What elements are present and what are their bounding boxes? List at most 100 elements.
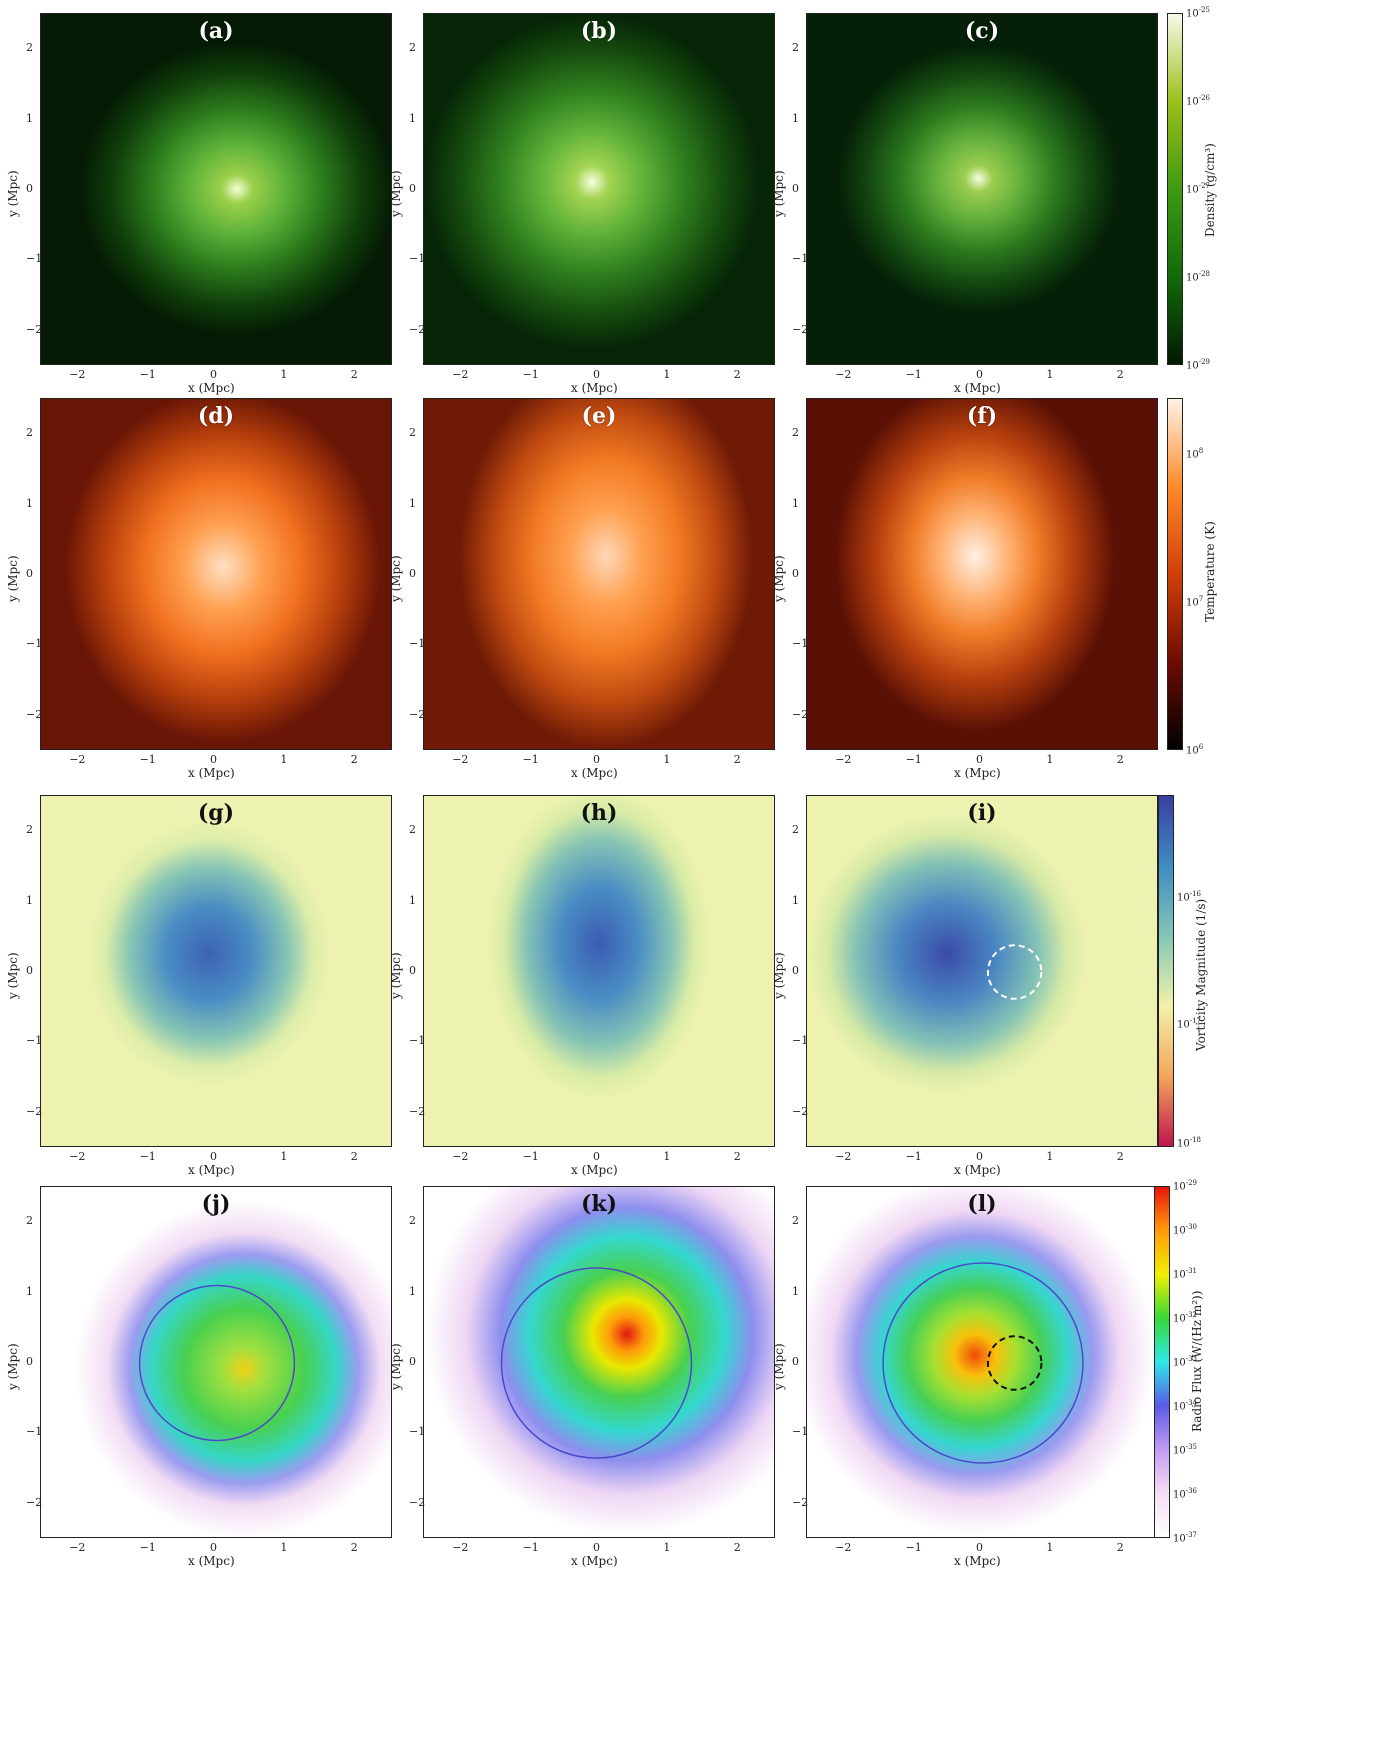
x-axis-label: x (Mpc) [954,1554,1001,1568]
x-tick-label: −2 [452,1541,469,1554]
y-tick-label: 2 [409,823,416,837]
y-tick-label: 1 [26,496,33,510]
circle-overlay [882,1262,1084,1464]
colorbar-tick-label: 10-18 [1177,1136,1202,1150]
x-axis-label: x (Mpc) [954,381,1001,395]
y-tick-label: 0 [409,964,416,977]
y-tick-label: 1 [409,496,416,510]
plot-area: (c) [806,13,1158,365]
colorbar-tick-label: 10-32 [1173,1311,1198,1325]
y-axis-label: y (Mpc) [389,555,403,602]
plot-area: (a) [40,13,392,365]
panel-d: (d) −2 −1 0 1 2 2 1 0 −1 −2 x (Mpc) y (Mpc) [6,398,392,780]
panel-letter: (f) [966,403,998,429]
field-image [41,399,391,749]
y-tick-label: 0 [409,182,416,195]
panel-letter: (b) [580,18,618,44]
colorbar-tick-label: 10-35 [1173,1443,1198,1457]
y-tick-label: 1 [409,893,416,907]
colorbar-label: Vorticity Magnitude (1/s) [1194,898,1208,1051]
field-image [424,399,774,749]
y-tick-label: −2 [409,707,426,721]
x-tick-label: 0 [593,368,600,381]
y-tick-label: −2 [792,1495,809,1509]
y-tick-label: −2 [26,1104,43,1118]
x-tick-label: −2 [835,368,852,381]
y-tick-label: 1 [409,111,416,125]
colorbar-label: Temperature (K) [1203,521,1217,622]
colorbar-tick-label: 10-29 [1186,358,1211,372]
field-image [41,14,391,364]
plot-area: (i) [806,795,1158,1147]
y-tick-label: 2 [409,1214,416,1228]
y-tick-label: −2 [26,707,43,721]
x-tick-label: 2 [1116,753,1124,766]
x-tick-label: −1 [522,1541,539,1554]
y-tick-label: −2 [26,1495,43,1509]
circle-overlay [986,944,1043,1000]
colorbar-tick-label: 10-33 [1173,1355,1198,1369]
x-tick-label: −2 [835,1541,852,1554]
x-tick-label: −1 [905,753,922,766]
x-tick-label: 1 [663,753,671,766]
x-tick-label: 2 [733,1541,741,1554]
y-tick-label: 0 [26,567,33,580]
y-tick-label: 0 [409,1355,416,1368]
field-image [41,1187,391,1537]
colorbar [1158,795,1174,1147]
x-tick-label: 0 [593,1541,600,1554]
x-tick-label: 0 [976,368,983,381]
x-tick-label: −2 [452,368,469,381]
y-tick-label: −1 [26,1425,43,1439]
x-axis-label: x (Mpc) [571,1554,618,1568]
colorbar [1154,1186,1170,1538]
colorbar-tick-label: 10-27 [1186,182,1211,196]
x-axis-label: x (Mpc) [571,766,618,780]
x-tick-label: −1 [905,1150,922,1163]
x-tick-label: 2 [733,1150,741,1163]
panel-letter: (a) [198,18,234,44]
x-tick-label: −1 [139,368,156,381]
field-image [807,1187,1157,1537]
x-tick-label: 1 [663,1150,671,1163]
x-tick-label: 2 [733,368,741,381]
x-tick-label: 1 [1046,753,1054,766]
panel-a: (a) −2 −1 0 1 2 2 1 0 −1 −2 x (Mpc) y (Mpc) [6,13,392,395]
y-tick-label: 0 [792,567,799,580]
y-tick-label: 2 [409,426,416,440]
panel-letter: (i) [967,800,997,826]
circle-overlay [500,1267,693,1459]
x-axis-label: x (Mpc) [188,381,235,395]
x-tick-label: −1 [522,368,539,381]
inner-circle [986,1335,1043,1391]
y-tick-label: −1 [409,1425,426,1439]
y-axis-label: y (Mpc) [389,952,403,999]
plot-area: (g) [40,795,392,1147]
y-tick-label: 2 [792,823,799,837]
y-tick-label: −2 [409,1104,426,1118]
x-tick-label: −2 [835,1150,852,1163]
x-tick-label: −2 [452,753,469,766]
colorbar-tick-label: 10-36 [1173,1487,1198,1501]
y-tick-label: −2 [409,322,426,336]
colorbar-tick-label: 10-17 [1177,1016,1202,1031]
x-tick-label: −2 [452,1150,469,1163]
y-tick-label: 2 [792,426,799,440]
x-tick-label: 2 [1116,1150,1124,1163]
y-tick-label: 0 [409,567,416,580]
colorbar-tick-label: 108 [1186,447,1204,461]
x-tick-label: −2 [69,368,86,381]
field-image [424,1187,774,1537]
y-tick-label: 0 [26,964,33,977]
y-tick-label: 0 [26,1355,33,1368]
y-axis-label: y (Mpc) [6,952,20,999]
panel-letter: (l) [967,1191,997,1217]
y-tick-label: 1 [792,893,799,907]
panel-j: (j) −2 −1 0 1 2 2 1 0 −1 −2 x (Mpc) y (Mpc) [6,1186,392,1568]
x-tick-label: −1 [522,753,539,766]
panel-letter: (k) [580,1191,618,1217]
field-image [424,796,774,1146]
field-image [807,796,1157,1146]
x-tick-label: 1 [280,1150,288,1163]
x-tick-label: −2 [69,1541,86,1554]
